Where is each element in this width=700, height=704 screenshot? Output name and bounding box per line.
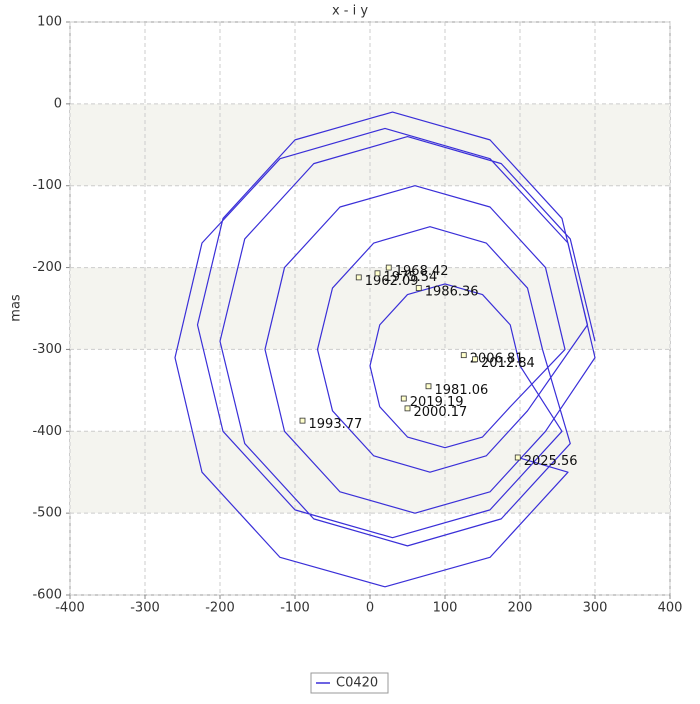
x-tick-label: 200 [508,601,533,616]
x-tick-label: -400 [55,601,85,616]
y-tick-label: -600 [32,588,62,603]
legend: C0420 [310,672,389,694]
annotation-marker [404,405,411,412]
annotation: 2006.81 [470,352,524,367]
y-tick-label: -200 [32,260,62,275]
y-tick-label: -100 [32,178,62,193]
y-tick-label: 0 [54,96,62,111]
annotation-marker [385,264,392,271]
annotation-marker [299,417,306,424]
legend-label: C0420 [336,676,378,691]
annotation-marker [425,383,432,390]
annotation-marker [374,270,381,277]
annotation-marker [400,395,407,402]
annotation-marker [460,352,467,359]
annotation: 2019.19 [410,395,464,410]
annotation: 1968.42 [395,264,449,279]
x-tick-label: -100 [280,601,310,616]
annotation: 1962.09 [365,274,419,289]
y-tick-label: -500 [32,506,62,521]
annotation: 1975.54 [384,270,438,285]
x-tick-label: 100 [433,601,458,616]
annotation: 2012.84 [481,356,535,371]
legend-box [310,672,389,694]
annotation: 1993.77 [309,417,363,432]
annotation-marker [355,274,362,281]
y-tick-label: -300 [32,342,62,357]
chart-title: x - i y [332,4,368,19]
annotation: 1986.36 [425,285,479,300]
x-tick-label: 400 [658,601,683,616]
x-tick-label: 300 [583,601,608,616]
series-line [174,111,596,588]
x-tick-label: -300 [130,601,160,616]
x-tick-label: 0 [366,601,374,616]
annotation-marker [514,454,521,461]
annotation-marker [415,285,422,291]
annotation: 1981.06 [435,383,489,398]
annotation: 2025.56 [524,454,578,469]
annotation: 2000.17 [414,405,468,420]
annotation-marker [472,356,478,363]
y-tick-label: 100 [37,15,62,30]
y-tick-label: -400 [32,424,62,439]
x-tick-label: -200 [205,601,235,616]
y-axis-label: mas [9,294,24,322]
